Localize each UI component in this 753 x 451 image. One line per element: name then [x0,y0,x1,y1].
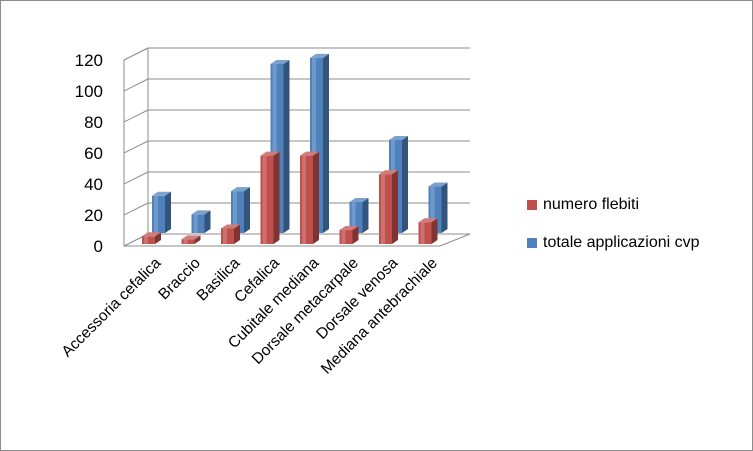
y-tick-label: 20 [84,206,103,225]
bar-side [244,187,250,233]
legend-swatch [527,200,537,210]
bar-top [191,210,211,215]
bar-top [300,151,319,156]
bar-side [313,151,319,244]
bar-highlight [262,155,267,244]
y-tick-label: 60 [84,144,103,163]
bar-highlight [233,191,237,233]
bar-front [221,228,234,244]
bar-numero-flebiti [300,151,319,244]
bar-top [389,136,408,140]
bar-side [441,182,448,233]
bar-highlight [312,57,316,233]
bar-front [379,174,392,244]
y-axis-ticks: 0 20 40 60 80 100 120 [75,51,103,256]
bar-totale-applicazioni-cvp [231,187,250,233]
bar-front [152,195,165,233]
bar-highlight [302,155,306,244]
chart-walls [123,47,471,247]
bar-side [392,170,398,244]
gridline-depth [123,78,149,92]
bar-top [349,198,369,202]
y-tick-label: 120 [75,51,103,70]
chart-legend: numero flebiti totale applicazioni cvp [527,196,700,251]
gridline-depth [123,47,149,61]
y-tick-label: 100 [75,82,103,101]
chart-bars [142,53,448,244]
y-tick-label: 40 [84,175,103,194]
bar-highlight [420,222,425,244]
bar-side [431,218,438,244]
bar-top [152,191,171,196]
bar-front [142,236,155,244]
bar-side [165,191,171,233]
bar-top [310,53,329,58]
chart-gridlines [123,47,470,247]
bar-numero-flebiti [339,226,359,244]
y-tick-label: 0 [94,237,103,256]
gridline-depth [123,140,149,154]
bar-highlight [381,174,385,244]
legend-swatch [527,238,537,248]
bar-numero-flebiti [379,170,398,244]
bar-side [234,224,240,244]
bar-top [260,151,280,156]
bar-top [231,187,250,192]
bar-top [221,224,240,229]
bar-numero-flebiti [142,232,161,244]
bar-highlight [223,228,227,244]
bar-side [362,198,369,233]
bar-top [339,226,359,231]
chart-floor [123,233,471,247]
bar-highlight [154,195,158,233]
gridline-depth [123,109,149,123]
legend-label: numero flebiti [543,196,639,213]
bar-top [418,218,438,223]
y-tick-label: 80 [84,113,103,132]
bar-highlight [430,186,435,233]
bar-front [260,155,274,244]
bar-numero-flebiti [181,235,201,244]
bar-totale-applicazioni-cvp [152,191,171,233]
bar-totale-applicazioni-cvp [349,198,369,233]
bar-side [155,232,161,244]
bar-side [273,151,280,244]
x-axis-categories: Accessoria cefalicaBraccioBasilicaCefali… [59,254,441,377]
bar-top [379,170,398,175]
bar-top [270,60,290,65]
gridline-depth [123,202,149,216]
bar-top [181,235,201,240]
bar-numero-flebiti [418,218,438,244]
bar-highlight [341,230,346,244]
legend-label: totale applicazioni cvp [543,234,700,251]
bar-numero-flebiti [221,224,240,244]
bar-totale-applicazioni-cvp [191,210,211,233]
bar-side [194,235,201,244]
bar-side [283,60,290,233]
bar-side [402,136,408,233]
gridline-depth [123,171,149,185]
bar-highlight [351,202,356,233]
bar-side [204,210,211,233]
bar-top [142,232,161,237]
bar-front [339,230,353,244]
bar-side [352,226,359,244]
bar-front [300,155,313,244]
bar-front [418,222,432,244]
x-category-label: Accessoria cefalica [59,254,165,360]
bar-top [428,182,448,187]
bar-front [191,214,205,233]
bar-numero-flebiti [260,151,280,244]
bar-front [181,239,195,244]
bar-highlight [144,236,148,244]
bar-highlight [193,214,198,233]
bar-highlight [272,64,277,233]
bar-highlight [183,239,188,244]
bar-side [323,53,329,233]
